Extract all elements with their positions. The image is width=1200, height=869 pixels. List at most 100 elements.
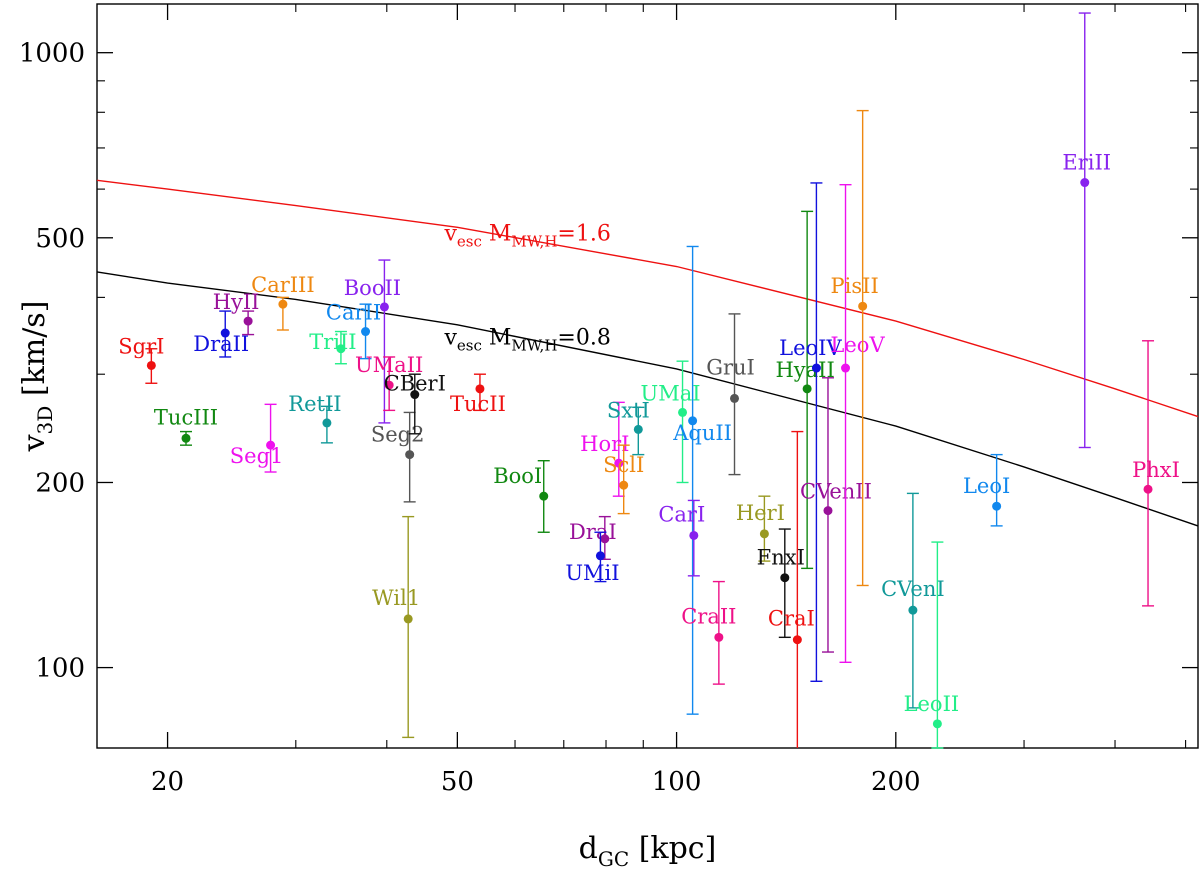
point-TriII: TriII	[309, 330, 357, 365]
marker	[823, 506, 833, 516]
point-label: LeoII	[904, 692, 960, 716]
marker	[266, 440, 276, 450]
x-tick-label: 50	[441, 767, 474, 797]
point-label: LeoI	[963, 474, 1010, 498]
curve-label-v: v	[443, 221, 457, 246]
y-tick-label: 1000	[19, 39, 85, 69]
point-label: Wil1	[372, 586, 420, 610]
point-label: TucIII	[154, 405, 218, 429]
curve-label-esc: esc	[457, 337, 482, 355]
axis-labels: dGC [kpc] v3D [km/s]	[17, 301, 716, 869]
data-points: SgrI TucIII DraII HyII Seg1 CarIII RetII TriII C…	[118, 12, 1180, 749]
point-LeoII: LeoII	[904, 541, 960, 749]
marker	[220, 328, 230, 338]
marker	[714, 632, 724, 642]
curve-vesc-0.8	[96, 271, 1199, 527]
x-axis-label-main: d	[579, 831, 598, 866]
marker	[802, 384, 812, 394]
point-label: UMiI	[565, 561, 619, 585]
y-tick-label: 200	[35, 468, 85, 498]
point-TucII: TucII	[450, 373, 506, 416]
curve-label-value: =1.6	[557, 221, 610, 246]
point-label: Seg2	[371, 423, 425, 447]
marker	[403, 614, 413, 624]
point-label: RetII	[288, 392, 341, 416]
y-axis-label-sub: 3D	[33, 406, 57, 435]
point-label: BooII	[344, 276, 401, 300]
point-BooI: BooI	[493, 460, 550, 533]
y-tick-label: 500	[35, 224, 85, 254]
plot-frame	[96, 3, 1199, 749]
point-label: CarIII	[251, 273, 315, 297]
marker	[322, 418, 332, 428]
curve-label-mwh: MW,H	[511, 232, 557, 250]
marker	[841, 363, 851, 373]
curve-label-value: =0.8	[557, 326, 610, 351]
point-DraI: DraI	[569, 515, 617, 561]
point-label: DraII	[193, 332, 249, 356]
point-label: CVenII	[800, 480, 872, 504]
point-label: EriII	[1062, 151, 1111, 175]
point-HerI: HerI	[736, 495, 785, 562]
x-tick-label: 100	[652, 767, 702, 797]
x-tick-label: 200	[871, 767, 921, 797]
point-label: SgrI	[118, 334, 164, 358]
point-SclI: SclI	[603, 444, 644, 515]
point-SxtI: SxtI	[607, 398, 650, 456]
point-label: AquII	[672, 421, 732, 445]
point-label: HerI	[736, 501, 785, 525]
point-RetII: RetII	[288, 392, 342, 444]
x-axis-label-sub: GC	[598, 847, 629, 869]
marker	[932, 719, 942, 729]
marker	[730, 393, 740, 403]
marker	[759, 529, 769, 539]
marker	[678, 407, 688, 417]
point-EriII: EriII	[1062, 12, 1111, 449]
marker	[243, 316, 253, 326]
marker	[689, 530, 699, 540]
y-axis-label: v3D [km/s]	[17, 301, 57, 453]
y-axis-label-unit: [km/s]	[17, 301, 52, 406]
curve-label-v: v	[443, 326, 457, 351]
point-label: HyII	[213, 290, 260, 314]
curve-label-vesc-1.6: vesc MMW,H=1.6	[443, 221, 610, 250]
point-HorI: HorI	[580, 401, 629, 497]
y-axis-label-main: v	[17, 434, 52, 452]
point-CarI: CarI	[658, 499, 705, 577]
point-PhxI: PhxI	[1132, 340, 1180, 607]
point-LeoV: LeoV	[830, 183, 885, 664]
point-label: LeoV	[830, 333, 885, 357]
marker	[908, 605, 918, 615]
marker	[1143, 484, 1153, 494]
point-CraII: CraII	[681, 580, 736, 685]
point-AquII: AquII	[672, 245, 732, 715]
point-label: CVenI	[881, 577, 945, 601]
point-label: CarI	[658, 502, 705, 526]
marker	[858, 301, 868, 311]
point-LeoI: LeoI	[963, 453, 1010, 527]
curve-label-m: M	[482, 221, 512, 246]
marker	[278, 299, 288, 309]
x-axis-label-unit: [kpc]	[629, 831, 716, 866]
point-label: PhxI	[1132, 458, 1180, 482]
point-label: CraI	[768, 607, 815, 631]
marker	[688, 416, 698, 426]
point-HyII: HyII	[213, 290, 260, 336]
point-Seg2: Seg2	[371, 411, 425, 503]
curve-label-esc: esc	[457, 232, 482, 250]
marker	[539, 491, 549, 501]
point-label: PisII	[831, 274, 879, 298]
point-label: CBerI	[384, 372, 446, 396]
point-CarIII: CarIII	[251, 273, 315, 331]
point-GruI: GruI	[706, 313, 755, 476]
point-PisII: PisII	[831, 109, 879, 587]
point-UMiI: UMiI	[565, 531, 620, 585]
point-CVenII: CVenII	[800, 377, 872, 653]
marker	[633, 424, 643, 434]
point-label: BooI	[493, 464, 542, 488]
curve-label-mwh: MW,H	[511, 337, 557, 355]
point-SgrI: SgrI	[118, 334, 164, 384]
point-CVenI: CVenI	[881, 492, 945, 709]
marker	[619, 480, 629, 490]
